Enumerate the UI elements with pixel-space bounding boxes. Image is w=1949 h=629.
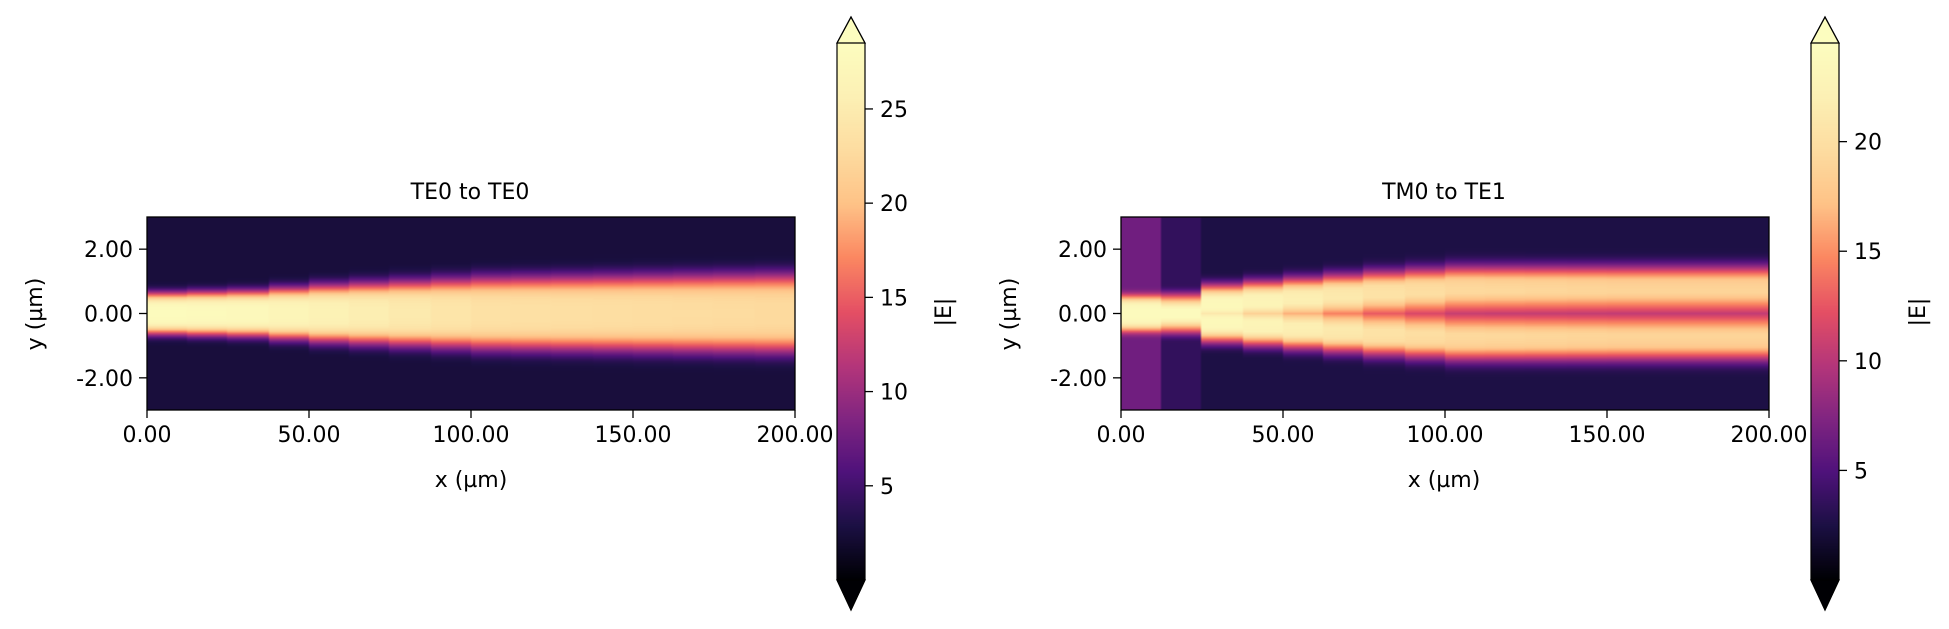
colorbar-tick-label: 10 xyxy=(880,381,908,406)
y-axis-label: y (µm) xyxy=(23,278,48,351)
colorbar-ticks: 5 10 15 20 25 xyxy=(865,98,908,500)
chart-title: TM0 to TE1 xyxy=(1381,180,1506,205)
colorbar-ticks: 5 10 15 20 xyxy=(1839,131,1882,484)
y-tick-label: 2.00 xyxy=(1058,238,1107,263)
colorbar: 5 10 15 20 |E| xyxy=(1809,15,1931,612)
y-axis-label: y (µm) xyxy=(997,278,1022,351)
colorbar-label: |E| xyxy=(1906,298,1931,327)
colorbar-gradient xyxy=(1811,43,1839,580)
colorbar-tick-label: 25 xyxy=(880,98,908,123)
chart-panel-1: TE0 to TE0 0.00 50.00 100.00 150.00 200.002.… xyxy=(23,15,957,612)
x-tick-label: 200.00 xyxy=(1731,423,1808,448)
heatmap-area xyxy=(1120,216,1770,411)
y-tick-label: -2.00 xyxy=(76,367,133,392)
heatmap-area xyxy=(146,216,796,411)
colorbar-extend-max xyxy=(835,15,867,44)
x-tick-label: 200.00 xyxy=(757,423,834,448)
y-tick-label: 0.00 xyxy=(84,303,133,328)
x-axis-label: x (µm) xyxy=(1408,468,1481,493)
axes: 0.00 50.00 100.00 150.00 200.00 2.00 0.00 -2.00 xyxy=(76,238,833,448)
x-tick-label: 100.00 xyxy=(433,423,510,448)
axes: 0.00 50.00 100.00 150.00 200.00 2.00 0.00 -2.00 xyxy=(1050,238,1807,448)
colorbar-tick-label: 5 xyxy=(880,475,894,500)
colorbar-extend-max xyxy=(1809,15,1841,44)
x-tick-label: 0.00 xyxy=(123,423,172,448)
x-tick-label: 50.00 xyxy=(278,423,341,448)
colorbar-extend-min xyxy=(836,579,866,612)
colorbar-tick-label: 20 xyxy=(1854,131,1882,156)
x-tick-label: 0.00 xyxy=(1097,423,1146,448)
y-tick-label: -2.00 xyxy=(1050,367,1107,392)
x-tick-label: 100.00 xyxy=(1407,423,1484,448)
x-tick-label: 150.00 xyxy=(595,423,672,448)
chart-panel-2: TM0 to TE1 0.00 50.00 100.00 150.00 200.002.… xyxy=(997,15,1931,612)
colorbar-gradient xyxy=(837,43,865,580)
colorbar-tick-label: 15 xyxy=(1854,240,1882,265)
colorbar-tick-label: 10 xyxy=(1854,350,1882,375)
colorbar-label: |E| xyxy=(932,298,957,327)
colorbar-tick-label: 20 xyxy=(880,192,908,217)
x-axis-label: x (µm) xyxy=(435,468,508,493)
colorbar-outline xyxy=(1810,15,1840,612)
colorbar-tick-label: 15 xyxy=(880,286,908,311)
x-tick-label: 150.00 xyxy=(1569,423,1646,448)
heatmap-image xyxy=(1121,217,1769,410)
x-tick-label: 50.00 xyxy=(1252,423,1315,448)
heatmap-image xyxy=(147,217,795,410)
colorbar: 5 10 15 20 25 |E| xyxy=(835,15,957,612)
chart-title: TE0 to TE0 xyxy=(410,180,530,205)
colorbar-outline xyxy=(836,15,866,612)
colorbar-tick-label: 5 xyxy=(1854,459,1868,484)
y-tick-label: 2.00 xyxy=(84,238,133,263)
colorbar-extend-min xyxy=(1810,579,1840,612)
y-tick-label: 0.00 xyxy=(1058,303,1107,328)
